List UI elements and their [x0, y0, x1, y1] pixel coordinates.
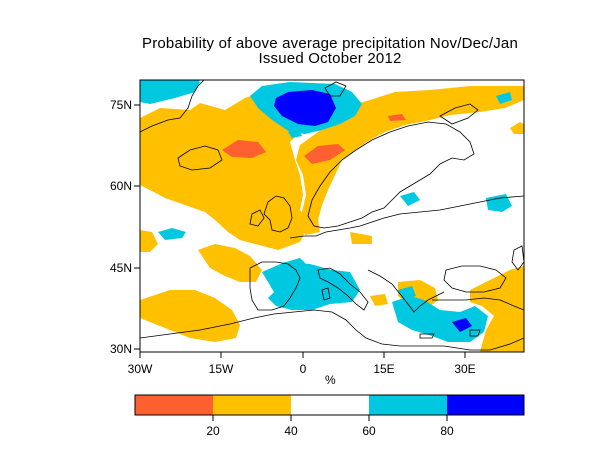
- region-above-60-mid-atlantic: [158, 228, 186, 240]
- region-above-60-aegean: [392, 296, 488, 342]
- colorbar-tick-label: 20: [206, 424, 220, 438]
- coast-scandinavia: [307, 121, 475, 229]
- y-tick-label: 45N: [109, 261, 132, 275]
- x-tick-label: 30W: [127, 362, 153, 376]
- coast-italy: [317, 267, 369, 311]
- x-tick-label: 15E: [373, 362, 395, 376]
- region-above-60-baltic: [400, 192, 420, 206]
- map-title: Probability of above average precipitati…: [141, 35, 518, 52]
- coast-iceland: [177, 145, 223, 171]
- coast-turkey: [432, 297, 524, 311]
- region-above-60-med: [262, 262, 360, 310]
- region-above-60-ne-arctic: [496, 92, 512, 104]
- colorbar-tick-label: 60: [362, 424, 376, 438]
- coast-north-africa: [140, 309, 524, 351]
- coast-cyprus: [469, 329, 481, 337]
- coast-greenland: [140, 80, 205, 133]
- coast-svalbard: [324, 81, 347, 97]
- region-20-40-italy: [350, 232, 372, 244]
- colorbar-bin-0-20: [135, 395, 213, 415]
- region-20-40-ne: [510, 122, 524, 134]
- colorbar-bin-60-80: [369, 395, 447, 415]
- colorbar: [134, 394, 525, 421]
- x-tick-label: 0: [299, 362, 307, 376]
- coast-balkans: [367, 269, 445, 313]
- y-tick-label: 75N: [109, 98, 132, 112]
- region-20-40-atlantic: [140, 230, 158, 252]
- region-20-40-sw: [140, 290, 240, 342]
- coast-mainland-north: [289, 195, 524, 239]
- x-tick-label: 15W: [208, 362, 234, 376]
- y-tick-label: 30N: [109, 342, 132, 356]
- unit-label: %: [325, 373, 336, 387]
- colorbar-bin-40-60: [291, 395, 369, 415]
- region-20-40-adriatic: [370, 294, 388, 306]
- colorbar-tick-label: 80: [440, 424, 454, 438]
- region-above-80-arctic: [274, 90, 336, 126]
- region-above-60-nw: [140, 80, 200, 104]
- region-20-40-iberia-w: [198, 244, 262, 282]
- y-tick-label: 60N: [109, 179, 132, 193]
- coast-sardinia: [321, 287, 331, 301]
- colorbar-frame: [134, 394, 525, 416]
- region-20-40-east: [470, 266, 524, 352]
- axis-ticks: [134, 104, 466, 358]
- region-20-40-scandinavia: [296, 86, 524, 235]
- region-above-60-alps: [286, 258, 308, 270]
- region-above-60-pole-gap: [288, 128, 302, 138]
- x-tick-label: 30E: [454, 362, 476, 376]
- colorbar-bin-80-100: [447, 395, 524, 415]
- coast-caspian: [511, 245, 524, 271]
- coast-iberia: [249, 261, 301, 311]
- region-below-20-north-sea: [304, 144, 345, 164]
- coastlines: [140, 80, 524, 351]
- coast-crete: [419, 333, 435, 339]
- coast-novaya-zemlya: [439, 103, 479, 125]
- region-above-60-russia: [486, 194, 512, 212]
- region-below-20-north: [388, 114, 406, 121]
- region-below-20-iceland: [222, 140, 266, 158]
- coast-british-isles: [249, 195, 293, 233]
- map-frame: [139, 79, 525, 353]
- map-subtitle: Issued October 2012: [258, 50, 402, 67]
- coast-black-sea: [443, 265, 507, 293]
- region-above-80-turkey: [452, 318, 472, 332]
- probability-field: [140, 80, 524, 352]
- colorbar-tick-label: 40: [284, 424, 298, 438]
- colorbar-bin-20-40: [213, 395, 291, 415]
